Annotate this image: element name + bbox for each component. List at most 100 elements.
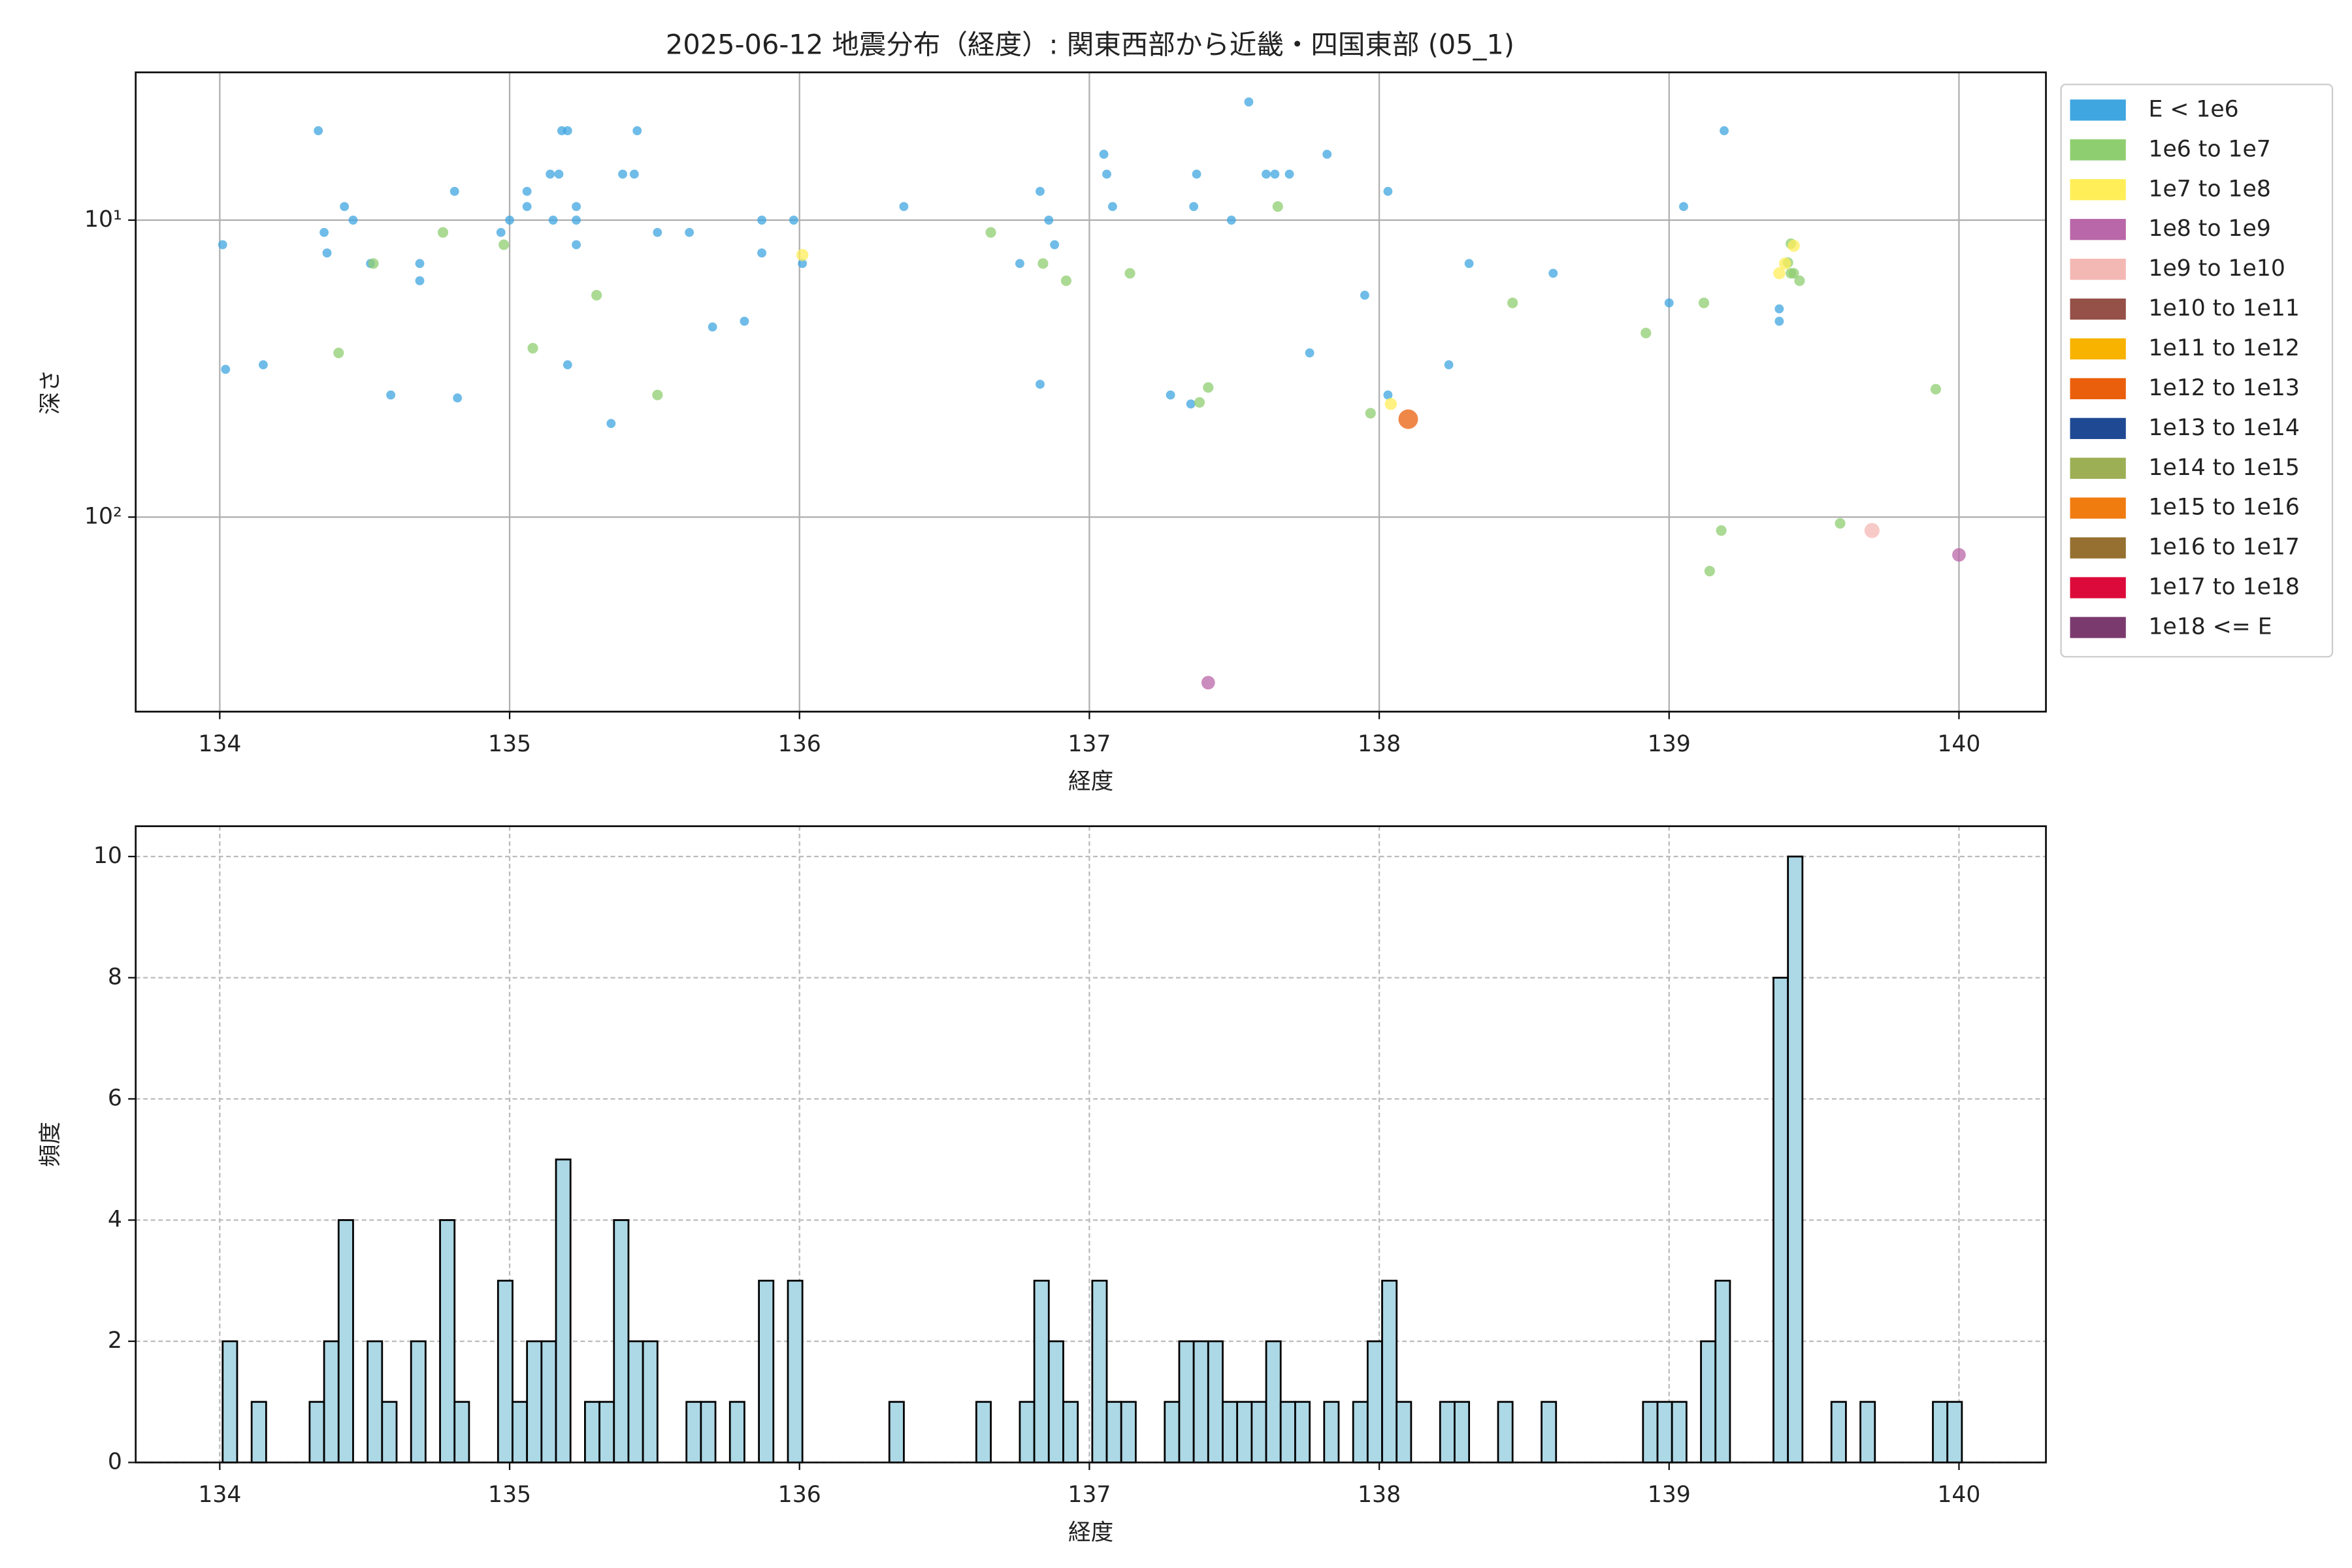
bar <box>221 1340 238 1463</box>
data-point <box>1186 399 1196 409</box>
data-point <box>1050 240 1060 250</box>
data-point <box>340 202 350 212</box>
x-tick-label: 138 <box>1358 731 1401 757</box>
legend-label: 1e16 to 1e17 <box>2148 534 2299 561</box>
data-point <box>1930 384 1942 395</box>
data-point <box>368 258 379 269</box>
y-tick-label: 10 <box>93 843 122 869</box>
data-point <box>554 169 564 179</box>
bar <box>700 1401 717 1463</box>
data-point <box>522 202 532 212</box>
bar <box>1207 1340 1224 1463</box>
data-point <box>757 216 766 225</box>
y-tick-label: 4 <box>108 1206 122 1232</box>
bar <box>1294 1401 1311 1463</box>
bar <box>1019 1401 1036 1463</box>
data-point <box>1365 408 1376 419</box>
legend-label: 1e6 to 1e7 <box>2148 136 2270 162</box>
data-point <box>1507 297 1518 308</box>
bar <box>1164 1401 1181 1463</box>
bar <box>1120 1401 1137 1463</box>
data-point <box>1664 298 1674 308</box>
data-point <box>572 240 581 250</box>
x-axis-label: 経度 <box>1068 1520 1113 1546</box>
bar <box>1192 1340 1209 1463</box>
plot-area <box>221 855 1963 1463</box>
bar <box>627 1340 644 1463</box>
data-point <box>1788 268 1799 279</box>
bar <box>598 1401 615 1463</box>
bar <box>250 1401 267 1463</box>
data-point <box>572 202 581 212</box>
data-point <box>1383 390 1393 400</box>
data-point <box>218 240 227 250</box>
bar <box>975 1401 992 1463</box>
chart-title: 2025-06-12 地震分布（経度）: 関東西部から近畿・四国東部 (05_1… <box>666 29 1514 61</box>
bar <box>1105 1401 1122 1463</box>
bar <box>787 1279 804 1463</box>
bar <box>1033 1279 1050 1463</box>
data-point <box>618 169 627 179</box>
legend-swatch <box>2070 99 2126 121</box>
x-tick-label: 140 <box>1937 731 1980 757</box>
bar <box>613 1219 630 1463</box>
bar <box>1714 1279 1731 1463</box>
data-point <box>796 249 809 261</box>
legend-label: 1e14 to 1e15 <box>2148 455 2299 481</box>
legend-label: E < 1e6 <box>2148 96 2238 122</box>
data-point <box>1698 297 1710 308</box>
x-tick-label: 137 <box>1068 731 1111 757</box>
x-tick-label: 136 <box>778 731 821 757</box>
bar <box>888 1401 905 1463</box>
bar <box>1787 855 1804 1463</box>
x-tick-label: 135 <box>488 1482 531 1508</box>
y-tick-label: 10² <box>84 503 122 529</box>
bar <box>439 1219 456 1463</box>
data-point <box>1716 525 1727 536</box>
data-point <box>572 216 581 225</box>
y-tick-label: 8 <box>108 964 122 990</box>
data-point <box>1398 409 1418 429</box>
data-point <box>708 322 717 332</box>
bar <box>1932 1401 1949 1463</box>
bar <box>1236 1401 1253 1463</box>
x-tick-label: 136 <box>778 1482 821 1508</box>
bar <box>410 1340 427 1463</box>
data-point <box>606 419 616 429</box>
data-point <box>319 227 329 237</box>
legend-swatch <box>2070 537 2126 559</box>
data-point <box>546 169 555 179</box>
bar <box>728 1401 745 1463</box>
data-point <box>415 276 425 286</box>
data-point <box>1794 275 1805 286</box>
bar <box>1642 1401 1659 1463</box>
x-axis-label: 経度 <box>1068 769 1113 795</box>
data-point <box>1037 258 1049 269</box>
bar <box>308 1401 325 1463</box>
data-point <box>498 239 510 250</box>
bar <box>685 1401 702 1463</box>
legend-swatch <box>2070 338 2126 360</box>
bar <box>1381 1279 1398 1463</box>
data-point <box>1835 518 1846 529</box>
legend-swatch <box>2070 577 2126 598</box>
x-tick-label: 134 <box>198 1482 241 1508</box>
legend-swatch <box>2070 617 2126 638</box>
data-point <box>798 259 808 269</box>
data-point <box>1124 268 1135 279</box>
bar <box>367 1340 384 1463</box>
bar <box>1859 1401 1876 1463</box>
data-point <box>1107 202 1117 212</box>
bar <box>1323 1401 1340 1463</box>
legend-swatch <box>2070 497 2126 519</box>
data-point <box>415 259 425 269</box>
data-point <box>453 393 463 403</box>
data-point <box>1548 269 1558 278</box>
data-point <box>757 248 766 258</box>
data-point <box>1060 275 1071 286</box>
bar <box>758 1279 775 1463</box>
y-tick-label: 2 <box>108 1328 122 1354</box>
legend-label: 1e7 to 1e8 <box>2148 176 2270 202</box>
